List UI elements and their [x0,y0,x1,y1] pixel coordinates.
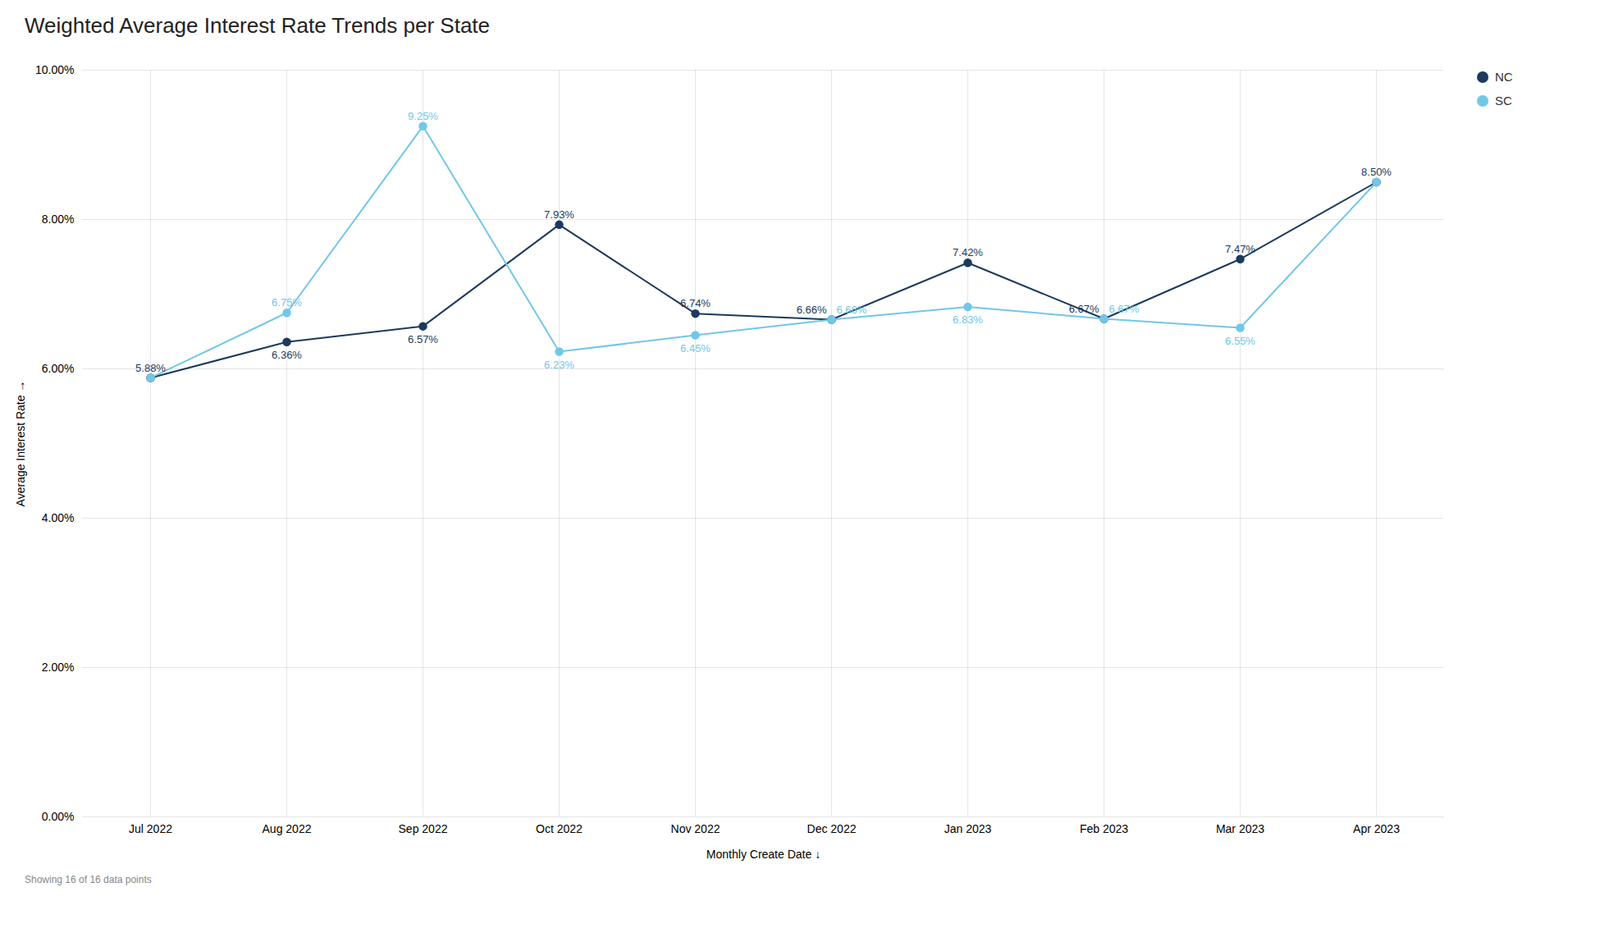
svg-text:6.66%: 6.66% [796,303,828,316]
svg-text:7.42%: 7.42% [952,246,983,259]
svg-text:Apr 2023: Apr 2023 [1353,822,1400,836]
svg-text:7.47%: 7.47% [1225,242,1256,256]
svg-text:6.23%: 6.23% [544,358,575,371]
svg-text:Dec 2022: Dec 2022 [807,822,857,836]
svg-text:4.00%: 4.00% [41,511,75,525]
svg-text:10.00%: 10.00% [35,63,74,77]
svg-text:6.57%: 6.57% [407,333,439,346]
svg-text:Nov 2022: Nov 2022 [671,822,721,836]
svg-text:6.67%: 6.67% [1069,302,1100,316]
svg-text:8.00%: 8.00% [41,212,75,226]
svg-text:Mar 2023: Mar 2023 [1216,822,1265,836]
svg-text:2.00%: 2.00% [41,660,75,674]
svg-text:6.66%: 6.66% [836,303,868,316]
svg-text:9.25%: 9.25% [407,109,439,123]
svg-text:6.00%: 6.00% [41,361,75,375]
svg-text:6.36%: 6.36% [271,348,302,362]
svg-text:Oct 2022: Oct 2022 [535,822,583,836]
svg-text:5.88%: 5.88% [135,361,166,375]
svg-text:6.67%: 6.67% [1109,302,1140,316]
html-text:Weighted Average Interest Rate: Weighted Average Interest Rate Trends pe… [24,13,490,38]
svg-text:Feb 2023: Feb 2023 [1079,822,1129,836]
svg-text:6.74%: 6.74% [680,297,711,310]
svg-text:8.50%: 8.50% [1361,165,1392,179]
svg-text:Average Interest Rate →: Average Interest Rate → [13,380,28,508]
html-text:NC: NC [1494,69,1513,84]
svg-text:Aug 2022: Aug 2022 [262,822,312,836]
svg-text:0.00%: 0.00% [41,809,75,823]
svg-text:Monthly Create Date ↓: Monthly Create Date ↓ [706,847,821,861]
svg-text:6.55%: 6.55% [1225,334,1256,348]
svg-text:Jan 2023: Jan 2023 [944,822,992,836]
svg-text:6.75%: 6.75% [271,296,302,309]
svg-text:Jul 2022: Jul 2022 [128,822,173,836]
svg-text:Sep 2022: Sep 2022 [398,822,448,836]
html-text:Showing 16 of 16 data points: Showing 16 of 16 data points [24,873,152,886]
svg-text:7.93%: 7.93% [544,208,575,221]
svg-text:6.83%: 6.83% [952,313,983,326]
html-text:SC: SC [1494,93,1513,108]
svg-text:6.45%: 6.45% [680,342,711,355]
